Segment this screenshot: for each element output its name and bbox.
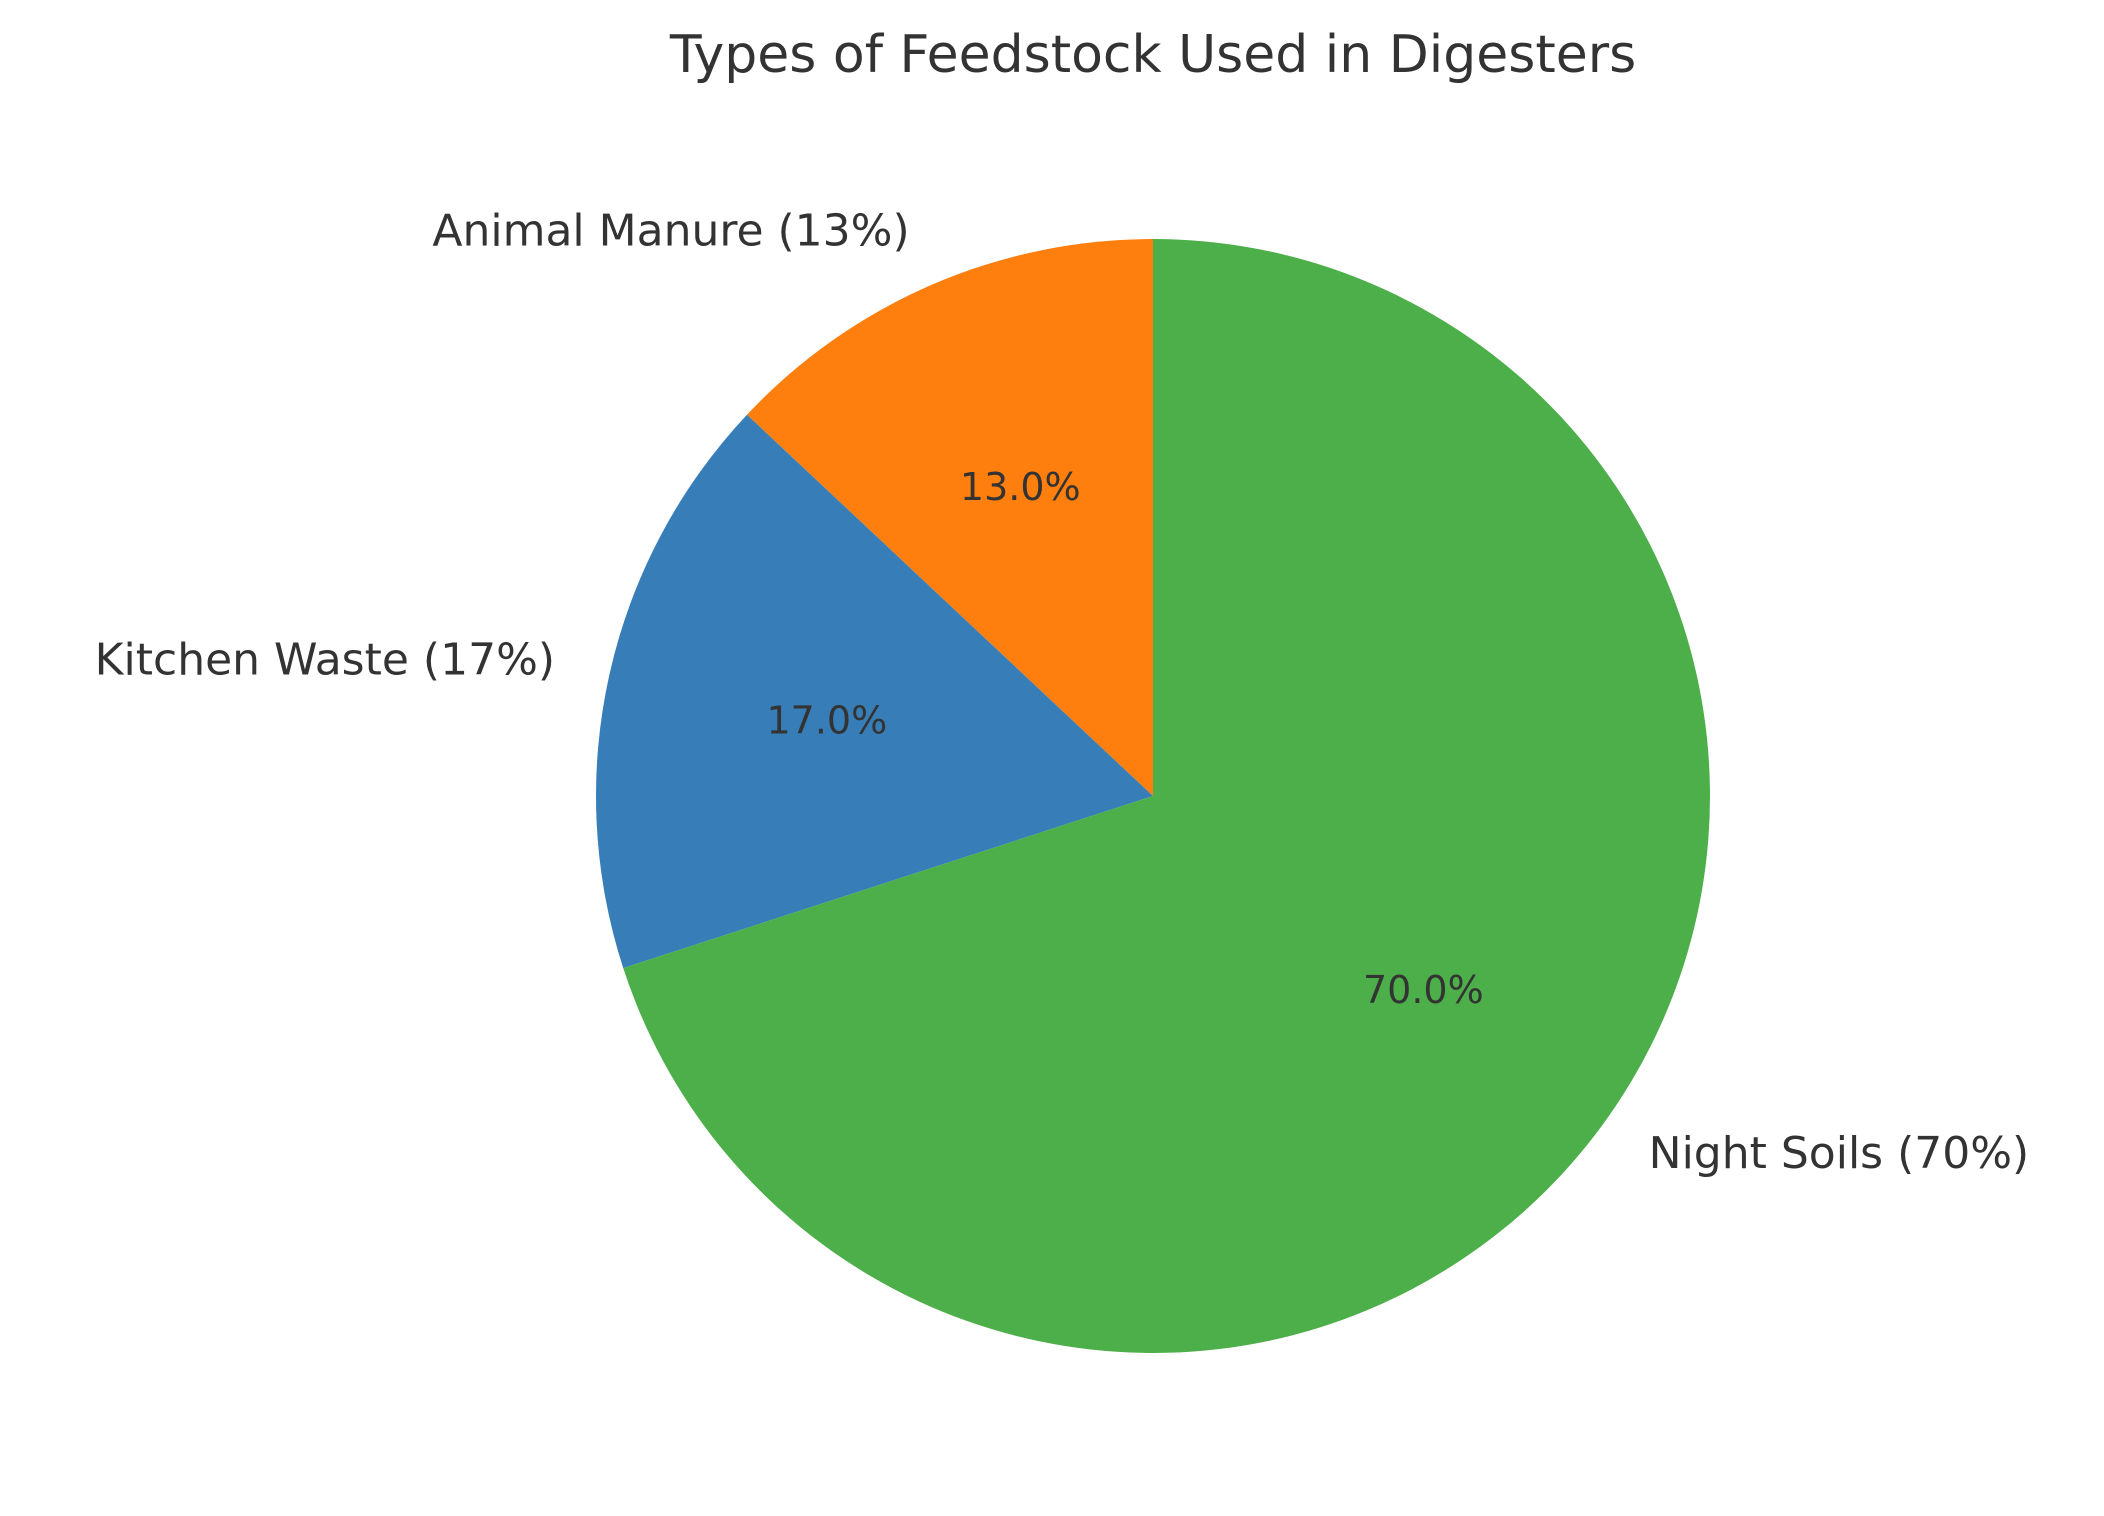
slice-label: Night Soils (70%): [1649, 1128, 2030, 1179]
value-label: 17.0%: [766, 699, 887, 743]
chart-title: Types of Feedstock Used in Digesters: [669, 25, 1636, 85]
value-label: 13.0%: [960, 465, 1081, 509]
value-label: 70.0%: [1363, 968, 1484, 1012]
pie-slice: [596, 414, 1153, 969]
pie-slice: [623, 239, 1711, 1353]
pie-slice: [746, 239, 1153, 796]
slice-label: Kitchen Waste (17%): [95, 634, 555, 685]
slice-label: Animal Manure (13%): [432, 206, 909, 257]
